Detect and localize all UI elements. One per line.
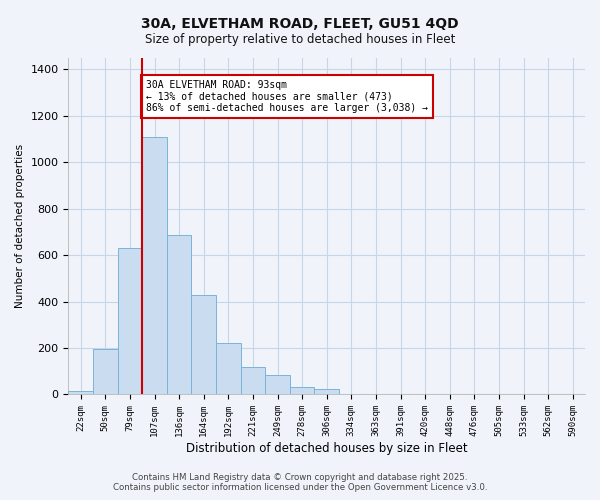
Bar (68, 391, 93, 394)
Bar (265, 376, 290, 394)
Bar (93, 349, 118, 395)
Bar (118, 248, 142, 394)
Text: 30A ELVETHAM ROAD: 93sqm
← 13% of detached houses are smaller (473)
86% of semi-: 30A ELVETHAM ROAD: 93sqm ← 13% of detach… (146, 80, 428, 113)
Y-axis label: Number of detached properties: Number of detached properties (15, 144, 25, 308)
Text: Size of property relative to detached houses in Fleet: Size of property relative to detached ho… (145, 32, 455, 46)
Bar (142, 136, 167, 394)
Bar (290, 387, 314, 394)
X-axis label: Distribution of detached houses by size in Fleet: Distribution of detached houses by size … (186, 442, 467, 455)
Text: Contains HM Land Registry data © Crown copyright and database right 2025.
Contai: Contains HM Land Registry data © Crown c… (113, 473, 487, 492)
Bar (216, 342, 241, 394)
Bar (314, 388, 339, 394)
Bar (241, 366, 265, 394)
Text: 30A, ELVETHAM ROAD, FLEET, GU51 4QD: 30A, ELVETHAM ROAD, FLEET, GU51 4QD (141, 18, 459, 32)
Bar (167, 236, 191, 394)
Bar (191, 294, 216, 394)
